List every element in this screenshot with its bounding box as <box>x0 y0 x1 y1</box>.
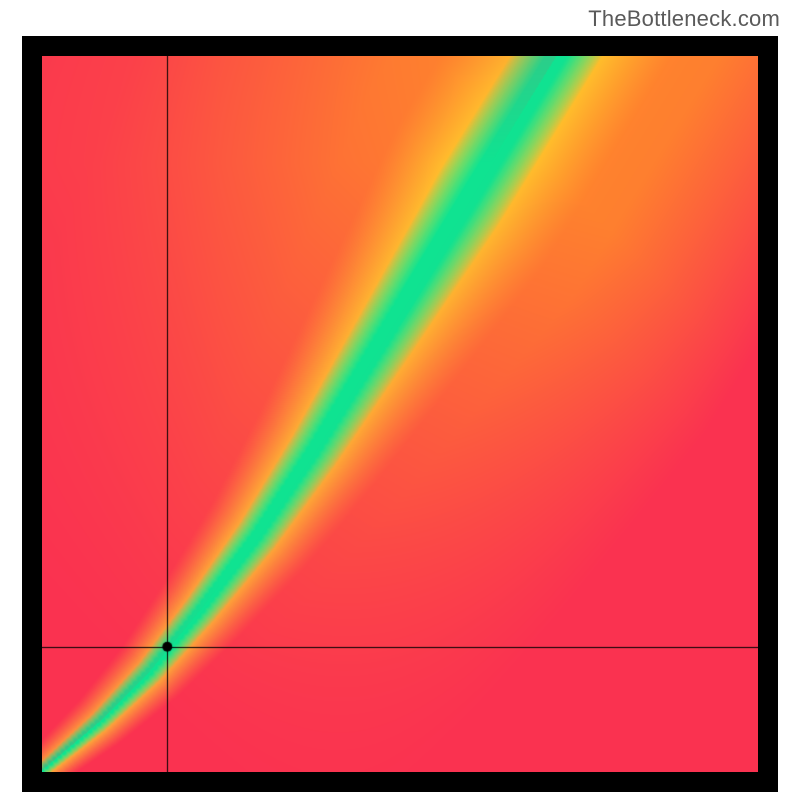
plot-frame <box>22 36 778 792</box>
heatmap-canvas <box>42 56 758 772</box>
watermark-text: TheBottleneck.com <box>588 6 780 32</box>
chart-container: TheBottleneck.com <box>0 0 800 800</box>
